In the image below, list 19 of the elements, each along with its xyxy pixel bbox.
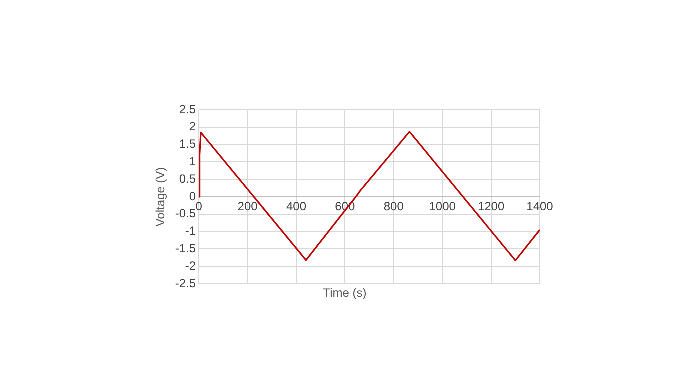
x-tick-label: 1000 (429, 200, 456, 214)
y-tick-label: 1.5 (179, 137, 196, 152)
x-tick-label: 800 (384, 200, 404, 214)
y-tick-label: 2.5 (179, 102, 196, 116)
y-tick-label: 0.5 (179, 172, 196, 186)
y-tick-label: 2 (189, 120, 196, 134)
y-tick-label: -0.5 (175, 206, 196, 221)
x-axis-title: Time (s) (323, 286, 367, 300)
y-tick-label: 0 (189, 189, 196, 204)
x-tick-label: 1200 (478, 200, 505, 214)
y-tick-label: -2 (185, 258, 196, 273)
y-tick-label: 1 (189, 154, 196, 169)
x-tick-label: 1400 (526, 200, 554, 214)
x-tick-label: 400 (286, 200, 307, 214)
y-tick-label: -1.5 (175, 242, 196, 256)
y-axis-title: Voltage (V) (154, 167, 168, 227)
x-tick-label: 200 (238, 200, 258, 214)
y-tick-label: -1 (185, 224, 196, 238)
y-tick-label: -2.5 (175, 276, 196, 290)
